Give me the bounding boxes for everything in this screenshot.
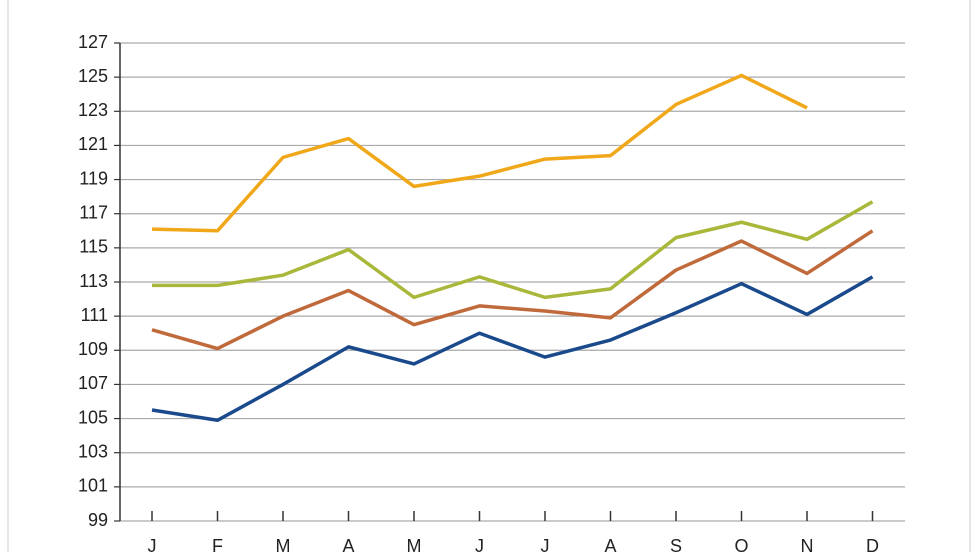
x-tick-label: J bbox=[148, 536, 157, 552]
y-tick-label: 125 bbox=[78, 66, 108, 86]
y-tick-label: 101 bbox=[78, 476, 108, 496]
y-tick-label: 105 bbox=[78, 407, 108, 427]
x-tick-label: S bbox=[670, 536, 682, 552]
y-tick-label: 119 bbox=[79, 168, 108, 188]
y-tick-label: 117 bbox=[79, 202, 108, 222]
y-tick-label: 103 bbox=[78, 441, 108, 461]
x-tick-label: D bbox=[866, 536, 879, 552]
x-tick-label: A bbox=[604, 536, 616, 552]
y-tick-label: 127 bbox=[78, 32, 108, 52]
frame bbox=[7, 0, 971, 552]
y-tick-label: 99 bbox=[88, 510, 108, 530]
x-tick-label: F bbox=[212, 536, 223, 552]
y-tick-label: 113 bbox=[79, 271, 108, 291]
series-line bbox=[151, 73, 808, 233]
x-tick-label: J bbox=[541, 536, 550, 552]
series-line bbox=[152, 200, 874, 300]
y-tick-label: 121 bbox=[78, 134, 108, 154]
x-tick-label: M bbox=[276, 536, 291, 552]
y-tick-label: 123 bbox=[78, 100, 108, 120]
x-tick-label: A bbox=[342, 536, 354, 552]
y-tick-label: 109 bbox=[78, 339, 108, 359]
series-line bbox=[151, 229, 874, 351]
x-tick-label: J bbox=[475, 536, 484, 552]
y-tick-label: 107 bbox=[78, 373, 108, 393]
y-tick-label: 115 bbox=[79, 237, 108, 257]
y-tick-label: 111 bbox=[81, 305, 108, 325]
series-line bbox=[151, 275, 874, 423]
x-tick-label: M bbox=[407, 536, 422, 552]
x-tick-label: N bbox=[801, 536, 814, 552]
x-tick-label: O bbox=[734, 536, 748, 552]
